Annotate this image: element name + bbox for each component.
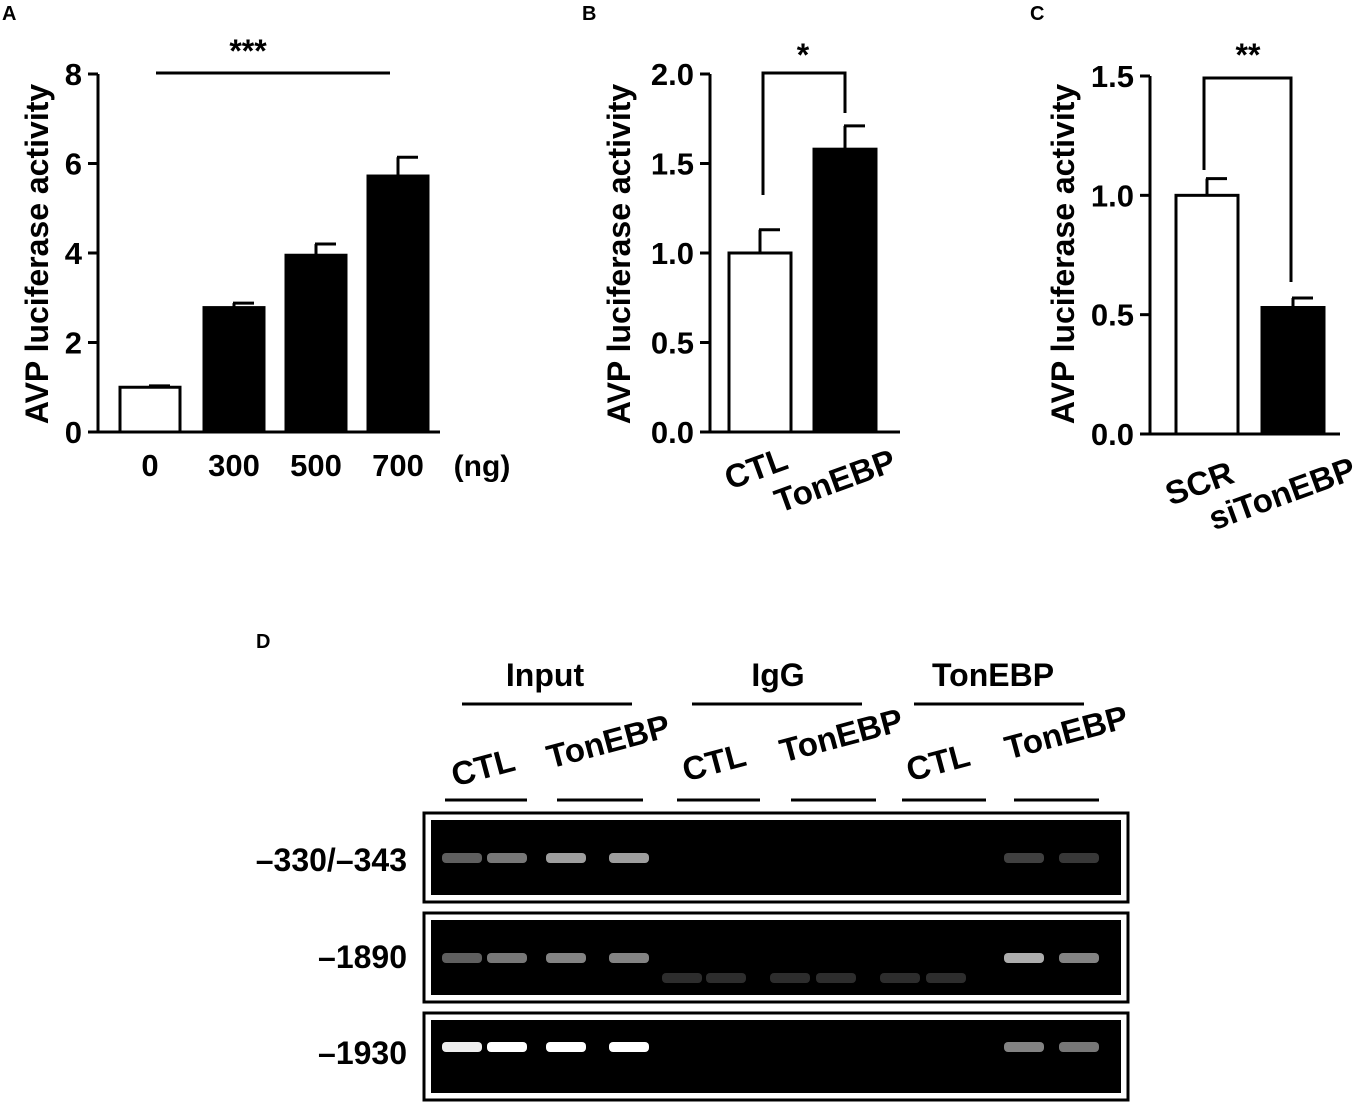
panel-a-y-tick-label: 2 xyxy=(65,326,82,361)
gel-subgroup-label: TonEBP xyxy=(543,707,674,775)
panel-a-unit-label: (ng) xyxy=(454,450,511,483)
gel-band xyxy=(1059,1042,1099,1052)
panel-b-bar xyxy=(727,251,793,434)
panel-a-bar xyxy=(284,253,348,434)
panel-a-significance: *** xyxy=(229,33,267,69)
gel-band xyxy=(816,973,856,983)
gel-box-background xyxy=(431,1020,1121,1093)
panel-a-y-tick-label: 4 xyxy=(65,236,83,271)
panel-c-y-tick-label: 1.5 xyxy=(1091,59,1134,94)
gel-band xyxy=(1059,953,1099,963)
panel-c-bar-chart: C AVP luciferase activity ** 0.0 0.5 1.0 1.… xyxy=(1030,3,1359,537)
panel-c-bar xyxy=(1174,193,1240,436)
panel-d-label: D xyxy=(256,631,270,653)
gel-band xyxy=(487,953,527,963)
gel-band xyxy=(487,853,527,863)
panel-b-y-tick-label: 1.5 xyxy=(651,147,694,182)
gel-band xyxy=(442,1042,482,1052)
gel-band xyxy=(609,1042,649,1052)
panel-b-y-tick-label: 0.5 xyxy=(651,326,694,361)
panel-b-y-tick-label: 0.0 xyxy=(651,415,694,450)
panel-a-category-label: 300 xyxy=(208,448,260,483)
panel-b-label: B xyxy=(582,3,596,25)
gel-band xyxy=(546,853,586,863)
gel-row-label: –1930 xyxy=(318,1035,407,1071)
gel-row-label: –330/–343 xyxy=(256,842,407,878)
panel-c-y-tick-label: 1.0 xyxy=(1091,178,1134,213)
panel-a-bar-chart: A AVP luciferase activity *** (ng) 0 2 4 6 8… xyxy=(2,3,510,483)
gel-subgroup-label: TonEBP xyxy=(1001,698,1132,766)
gel-band xyxy=(1059,853,1099,863)
gel-band xyxy=(926,973,966,983)
gel-band xyxy=(770,973,810,983)
gel-subgroup-label: TonEBP xyxy=(776,701,907,769)
gel-group-label: Input xyxy=(506,657,585,693)
panel-c-label: C xyxy=(1030,3,1044,25)
gel-band xyxy=(1004,953,1044,963)
panel-a-category-label: 700 xyxy=(372,448,424,483)
panel-a-category-label: 0 xyxy=(141,448,158,483)
gel-band xyxy=(662,973,702,983)
gel-subgroup-label: CTL xyxy=(678,736,750,788)
gel-band xyxy=(546,953,586,963)
panel-b-bar-chart: B AVP luciferase activity * 0.0 0.5 1.0 1.5… xyxy=(582,3,900,520)
gel-group-label: IgG xyxy=(751,657,804,693)
gel-band xyxy=(487,1042,527,1052)
gel-subgroup-label: CTL xyxy=(902,736,974,788)
gel-subgroup-label: CTL xyxy=(447,741,519,793)
panel-b-ylabel: AVP luciferase activity xyxy=(601,84,637,425)
panel-a-y-tick-label: 8 xyxy=(65,57,82,92)
panel-c-significance-bracket xyxy=(1202,76,1293,282)
panel-a-bar xyxy=(366,174,430,434)
panel-c-bar xyxy=(1260,306,1326,436)
panel-b-y-tick-label: 1.0 xyxy=(651,236,694,271)
gel-band xyxy=(706,973,746,983)
panel-b-y-tick-label: 2.0 xyxy=(651,57,694,92)
panel-a-ylabel: AVP luciferase activity xyxy=(19,84,55,425)
gel-band xyxy=(609,853,649,863)
panel-c-y-tick-label: 0.0 xyxy=(1091,417,1134,452)
gel-band xyxy=(442,853,482,863)
gel-band xyxy=(1004,853,1044,863)
gel-band xyxy=(442,953,482,963)
gel-band xyxy=(609,953,649,963)
panel-b-significance-bracket xyxy=(761,71,847,195)
panel-c-y-tick-label: 0.5 xyxy=(1091,298,1134,333)
panel-a-bar xyxy=(202,306,266,434)
gel-band xyxy=(880,973,920,983)
panel-a-category-label: 500 xyxy=(290,448,342,483)
panel-a-bar xyxy=(118,385,182,434)
panel-c-significance: ** xyxy=(1236,37,1261,73)
panel-a-label: A xyxy=(2,3,16,25)
gel-row-label: –1890 xyxy=(318,939,407,975)
panel-b-significance: * xyxy=(797,37,810,73)
gel-band xyxy=(546,1042,586,1052)
panel-c-ylabel: AVP luciferase activity xyxy=(1045,84,1081,425)
panel-b-category-label: TonEBP xyxy=(769,442,900,520)
panel-a-y-tick-label: 6 xyxy=(65,147,82,182)
gel-group-label: TonEBP xyxy=(932,657,1054,693)
panel-b-bar xyxy=(812,147,878,434)
panel-a-y-tick-label: 0 xyxy=(65,415,82,450)
gel-band xyxy=(1004,1042,1044,1052)
